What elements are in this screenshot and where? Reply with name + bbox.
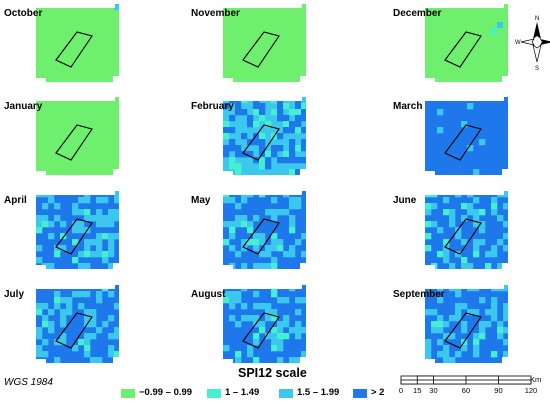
legend-label-class-1: −0.99 – 0.99 (139, 387, 193, 398)
scale-bar-segment (400, 379, 418, 385)
map-panel-december: December (393, 4, 508, 82)
legend-swatch-class-2 (207, 389, 221, 398)
west-label: W (515, 40, 521, 46)
month-label: February (191, 101, 234, 112)
study-area-outline (242, 218, 280, 255)
map-panel-july: July (4, 285, 119, 363)
map-panel-september: September (393, 285, 508, 363)
scale-tick-label: 30 (429, 386, 437, 395)
month-label: December (393, 8, 441, 19)
month-label: June (393, 195, 417, 206)
map-panel-january: January (4, 97, 119, 175)
scale-tick-label: 90 (494, 386, 502, 395)
map-panel-june: June (393, 191, 508, 269)
legend-title: SPI12 scale (238, 366, 307, 380)
scale-tick-label: 15 (413, 386, 421, 395)
study-area-outline (55, 312, 93, 349)
coordinate-system-label: WGS 1984 (4, 377, 53, 388)
scale-bar-segment (465, 375, 499, 381)
scale-tick-label: 0 (399, 386, 403, 395)
scale-tick-label: 120 (525, 386, 538, 395)
scale-bar-segment (498, 379, 532, 385)
month-label: January (4, 101, 43, 112)
month-label: November (191, 8, 240, 19)
study-area-outline (444, 31, 482, 68)
study-area-outline (242, 312, 280, 349)
map-panel-may: May (191, 191, 306, 269)
north-label: N (535, 16, 539, 22)
legend-swatch-class-1 (121, 389, 135, 398)
map-panel-march: March (393, 97, 508, 175)
study-area-outline (242, 31, 280, 68)
map-panel-october: October (4, 4, 119, 82)
study-area-outline (444, 124, 482, 161)
legend-label-class-2: 1 – 1.49 (225, 387, 260, 398)
scale-tick-label: 60 (462, 386, 470, 395)
legend-label-class-4: > 2 (371, 387, 385, 398)
month-label: March (393, 101, 422, 112)
scale-bar-segment (433, 379, 467, 385)
south-label: S (535, 66, 539, 72)
study-area-outline (55, 31, 93, 68)
month-label: September (393, 289, 445, 300)
legend-swatch-class-3 (279, 389, 293, 398)
north-arrow-icon: N E W S (515, 16, 550, 72)
month-label: August (191, 289, 226, 300)
month-label: April (4, 195, 27, 206)
map-panel-april: April (4, 191, 119, 269)
map-panels: October November December January February Ma… (4, 4, 508, 363)
map-panel-february: February (191, 97, 306, 175)
map-panel-august: August (191, 285, 306, 363)
study-area-outline (242, 124, 280, 161)
scale-unit-label: Km (530, 375, 541, 384)
month-label: October (4, 8, 42, 19)
study-area-outline (444, 312, 482, 349)
legend-label-class-3: 1.5 – 1.99 (297, 387, 340, 398)
scale-bar-segment (416, 375, 434, 381)
study-area-outline (55, 124, 93, 161)
month-label: July (4, 289, 24, 300)
study-area-outline (444, 218, 482, 255)
study-area-outline (55, 218, 93, 255)
map-panel-november: November (191, 4, 306, 82)
scale-bar: 0 15 30 60 90 120 Km (399, 375, 541, 395)
month-label: May (191, 195, 211, 206)
legend-swatch-class-4 (353, 389, 367, 398)
